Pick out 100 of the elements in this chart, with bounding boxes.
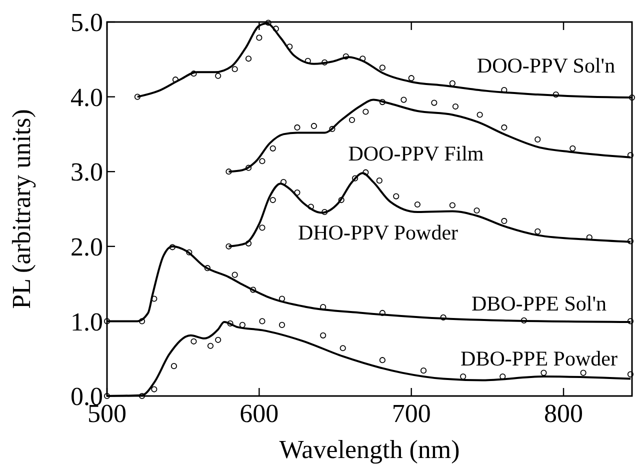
point (265, 20, 272, 26)
point (227, 320, 234, 326)
point (408, 75, 414, 82)
point (270, 145, 276, 152)
point (520, 317, 528, 324)
point (414, 201, 420, 208)
annotation: DBO-PPE Powder (460, 346, 618, 370)
point (540, 370, 547, 376)
point (278, 322, 286, 328)
point (304, 58, 311, 64)
point (190, 338, 197, 344)
point (627, 318, 634, 324)
point (278, 296, 286, 302)
y-tick-label: 3.0 (70, 158, 103, 187)
point (226, 243, 232, 250)
point (501, 124, 508, 131)
point (272, 26, 279, 32)
point (232, 66, 238, 72)
point (452, 103, 459, 110)
point (338, 196, 344, 204)
point (104, 318, 110, 324)
point (322, 59, 328, 66)
point (170, 363, 178, 370)
point (501, 87, 508, 94)
point (501, 218, 508, 224)
point (348, 116, 356, 124)
point (104, 392, 110, 400)
y-tick-label: 1.0 (70, 307, 103, 336)
point (362, 169, 369, 176)
point (379, 98, 386, 106)
annotation: DBO-PPE Sol'n (471, 291, 608, 316)
point (310, 122, 318, 130)
point (474, 207, 480, 214)
point (362, 108, 369, 115)
point (259, 224, 266, 231)
point (329, 126, 336, 132)
point (138, 318, 146, 324)
point (215, 72, 222, 79)
point (245, 164, 252, 171)
point (440, 314, 446, 321)
point (552, 92, 559, 98)
point (256, 34, 262, 41)
point (627, 238, 634, 244)
x-tick-label: 800 (544, 399, 584, 428)
point (259, 158, 266, 164)
point (190, 70, 197, 77)
point (259, 318, 266, 324)
point (169, 244, 176, 250)
point (627, 371, 634, 378)
point (449, 202, 456, 208)
point (352, 175, 358, 182)
point (215, 336, 222, 343)
point (286, 44, 293, 50)
point (476, 112, 483, 118)
point (172, 76, 179, 83)
point (393, 193, 400, 200)
point (226, 168, 232, 175)
point (449, 80, 456, 86)
point (342, 53, 349, 60)
annotation: DHO-PPV Powder (298, 220, 458, 244)
point (340, 345, 346, 352)
point (360, 56, 366, 62)
point (322, 208, 328, 216)
point (534, 136, 541, 142)
point (400, 96, 407, 103)
point (628, 94, 636, 101)
point (320, 332, 326, 338)
point (379, 310, 386, 316)
x-tick-label: 700 (392, 399, 431, 428)
point (151, 386, 158, 392)
point (134, 94, 140, 100)
point (570, 145, 576, 152)
point (239, 322, 246, 328)
point (580, 370, 586, 376)
y-tick-label: 4.0 (70, 82, 103, 112)
point (138, 392, 146, 400)
point (245, 240, 252, 246)
point (204, 265, 210, 272)
point (207, 342, 214, 349)
x-tick-label: 600 (240, 399, 279, 428)
point (376, 178, 382, 184)
point (379, 64, 386, 71)
point (294, 189, 300, 196)
point (245, 56, 252, 62)
annotation: DOO-PPV Sol'n (476, 53, 616, 78)
point (420, 368, 427, 374)
point (379, 357, 386, 364)
point (627, 152, 634, 158)
point (186, 249, 192, 256)
point (280, 179, 287, 186)
point (308, 204, 314, 210)
point (270, 196, 276, 204)
y-axis-title: PL (arbitrary units) (7, 109, 36, 309)
point (250, 286, 256, 293)
x-axis-title: Wavelength (nm) (279, 435, 460, 464)
y-tick-label: 2.0 (70, 232, 103, 262)
point (431, 100, 438, 106)
annotation: DOO-PPV Film (348, 141, 484, 166)
point (294, 124, 300, 131)
point (232, 272, 238, 278)
